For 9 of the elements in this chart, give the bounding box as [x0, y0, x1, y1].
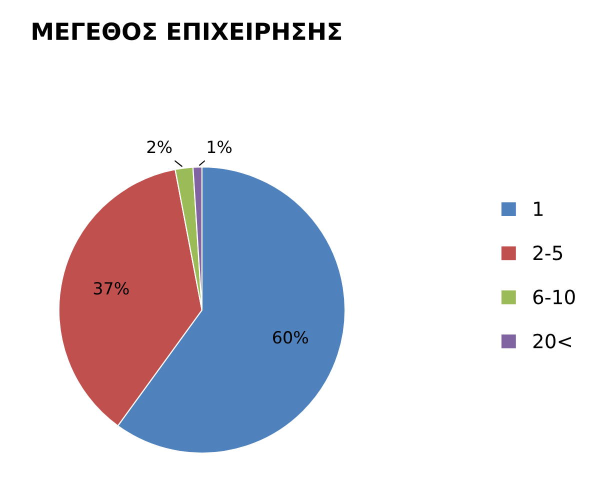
legend-label: 20<: [533, 334, 571, 348]
legend-label: 1: [534, 202, 543, 216]
data-label: 60%: [273, 331, 308, 344]
data-label: 2%: [147, 140, 172, 154]
data-label: 37%: [94, 282, 129, 295]
data-label: 1%: [208, 140, 232, 154]
chart-title: ΜΕΓΕΘΟΣ ΕΠΙΧΕΙΡΗΣΗΣ: [32, 22, 342, 40]
legend-label: 6-10: [533, 290, 575, 304]
legend-label: 2-5: [533, 246, 562, 260]
